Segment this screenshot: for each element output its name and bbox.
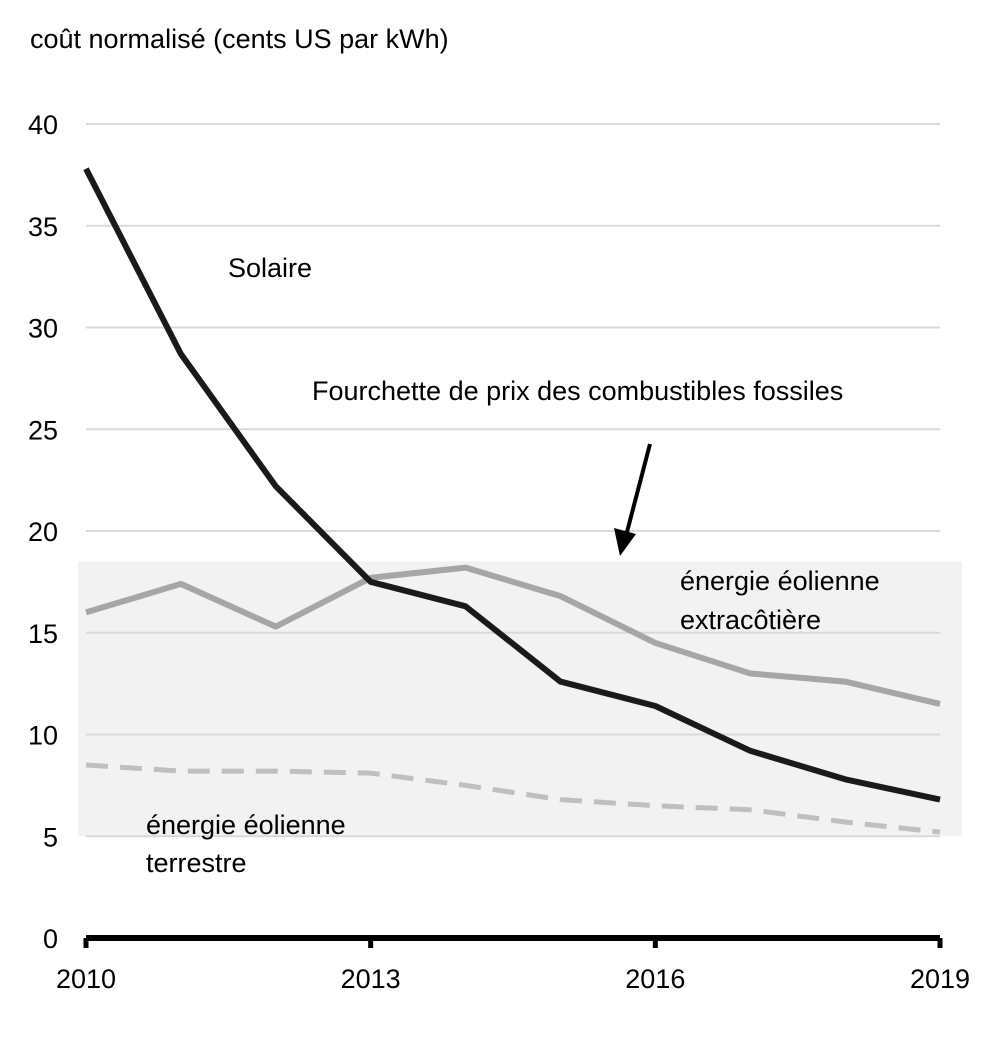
y-tick-label-0: 0 [43,924,58,954]
grid-layer: 0 5 10 15 20 25 30 35 40 [28,110,940,954]
x-tick-label-2019: 2019 [910,964,970,994]
axis-layer: 2010 2013 2016 2019 [56,935,970,994]
x-tick-label-2016: 2016 [625,964,685,994]
band-layer [78,561,962,837]
annotation-fossil-band: Fourchette de prix des combustibles foss… [312,376,843,406]
series-line-energie-eolienne-terrestre [85,762,941,835]
y-tick-label-35: 35 [28,212,58,242]
y-tick-label-20: 20 [28,517,58,547]
x-tick-label-2010: 2010 [56,964,116,994]
annotation-offshore-line2: extracôtière [680,605,821,635]
x-tick-label-2013: 2013 [341,964,401,994]
fossil-price-band [78,561,962,837]
series-layer [83,167,941,835]
arrow-shaft [625,443,652,533]
y-tick-label-5: 5 [43,822,58,852]
series-line-solaire [83,167,941,803]
y-tick-label-15: 15 [28,619,58,649]
y-tick-label-10: 10 [28,721,58,751]
annotation-onshore-line2: terrestre [146,848,247,878]
annotation-onshore-line1: énergie éolienne [146,810,346,840]
arrow-head [614,528,636,556]
series-line-energie-eolienne-extracotiere [85,564,941,707]
arrow-to-band [614,443,652,556]
annotation-offshore-line1: énergie éolienne [680,566,880,596]
y-tick-label-30: 30 [28,314,58,344]
y-tick-label-25: 25 [28,415,58,445]
y-axis-label: coût normalisé (cents US par kWh) [30,24,449,54]
annotation-solaire: Solaire [228,253,312,283]
y-tick-label-40: 40 [28,110,58,140]
